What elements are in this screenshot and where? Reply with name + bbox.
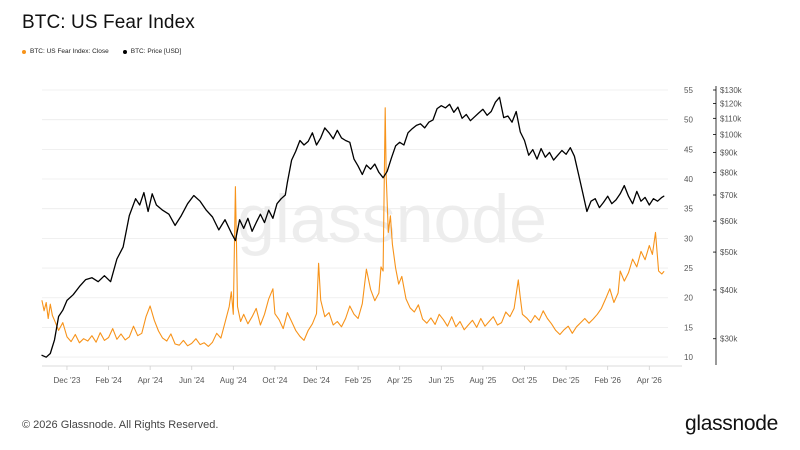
x-axis-tick-label: Apr '24 <box>138 376 164 385</box>
x-axis-tick-label: Dec '23 <box>54 376 81 385</box>
left-axis-tick-label: 20 <box>684 294 693 303</box>
right-axis-tick-label: $40k <box>720 286 738 295</box>
left-axis-tick-label: 10 <box>684 353 693 362</box>
chart-legend: BTC: US Fear Index: Close BTC: Price [US… <box>22 48 195 55</box>
x-axis-tick-label: Jun '24 <box>179 376 205 385</box>
right-axis-tick-label: $110k <box>720 114 742 123</box>
x-axis-tick-label: Feb '26 <box>594 376 621 385</box>
x-axis-tick-label: Feb '24 <box>95 376 122 385</box>
legend-item-fear[interactable]: BTC: US Fear Index: Close <box>22 48 109 55</box>
chart-title: BTC: US Fear Index <box>22 12 195 33</box>
footer-copyright: © 2026 Glassnode. All Rights Reserved. <box>22 419 219 431</box>
right-axis-tick-label: $120k <box>720 100 743 109</box>
right-axis-tick-label: $70k <box>720 191 738 200</box>
legend-label-fear: BTC: US Fear Index: Close <box>30 48 109 55</box>
left-axis-tick-label: 40 <box>684 175 693 184</box>
fear-index-series-line <box>41 107 665 347</box>
legend-label-price: BTC: Price [USD] <box>130 48 182 55</box>
legend-item-price[interactable]: BTC: Price [USD] <box>122 48 182 55</box>
right-axis-tick-label: $60k <box>720 217 738 226</box>
footer-logo[interactable]: glassnode <box>684 412 778 435</box>
x-axis-tick-label: Dec '25 <box>553 376 580 385</box>
right-axis-tick-label: $90k <box>720 148 738 157</box>
right-axis-tick-label: $80k <box>720 168 738 177</box>
left-axis-tick-label: 50 <box>684 116 693 125</box>
right-axis-tick-label: $50k <box>720 248 738 257</box>
x-axis-tick-label: Apr '26 <box>637 376 663 385</box>
left-axis-tick-label: 15 <box>684 323 693 332</box>
watermark-logo: glassnode <box>237 181 547 257</box>
right-axis-tick-label: $30k <box>720 335 738 344</box>
left-axis-tick-label: 55 <box>684 86 693 95</box>
left-axis-tick-label: 30 <box>684 234 693 243</box>
left-axis-tick-label: 45 <box>684 145 693 154</box>
x-axis-tick-label: Jun '25 <box>429 376 455 385</box>
left-axis-tick-label: 35 <box>684 205 693 214</box>
btc-price-series-line <box>41 96 665 358</box>
x-axis-tick-label: Aug '25 <box>469 376 496 385</box>
x-axis-tick-label: Feb '25 <box>345 376 372 385</box>
right-axis-tick-label: $130k <box>720 86 743 95</box>
x-axis-tick-label: Apr '25 <box>387 376 413 385</box>
legend-dot-fear-icon <box>22 49 26 54</box>
right-axis-tick-label: $100k <box>720 131 743 140</box>
left-axis-tick-label: 25 <box>684 264 693 273</box>
x-axis-tick-label: Oct '25 <box>512 376 538 385</box>
x-axis-tick-label: Dec '24 <box>303 376 330 385</box>
x-axis-tick-label: Aug '24 <box>220 376 247 385</box>
x-axis-tick-label: Oct '24 <box>262 376 288 385</box>
legend-dot-price-icon <box>122 49 127 54</box>
